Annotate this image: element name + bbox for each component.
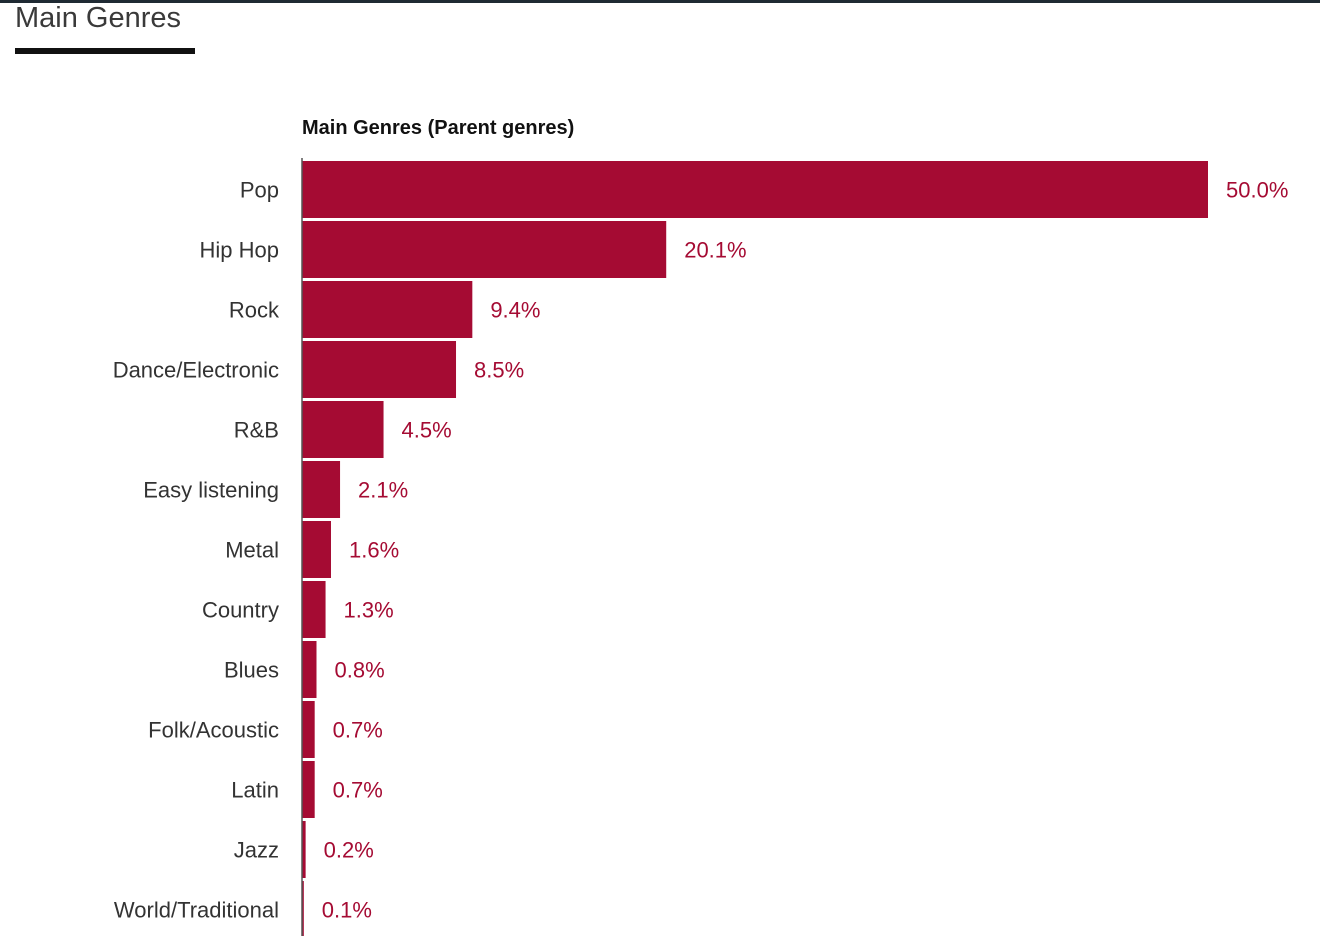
- category-label: Folk/Acoustic: [148, 718, 279, 743]
- category-label: Latin: [231, 778, 279, 803]
- value-label: 0.7%: [333, 778, 383, 803]
- bars-layer: [302, 161, 1208, 936]
- bar: [302, 701, 315, 758]
- category-label: World/Traditional: [114, 898, 279, 923]
- section-heading: Main Genres: [15, 2, 182, 34]
- heading-underline: [15, 48, 195, 54]
- value-label: 50.0%: [1226, 178, 1288, 203]
- value-label: 20.1%: [684, 238, 746, 263]
- bar: [302, 641, 317, 698]
- category-label: Country: [202, 598, 279, 623]
- value-label: 1.3%: [344, 598, 394, 623]
- category-label: Rock: [229, 298, 280, 323]
- value-label: 0.8%: [334, 658, 384, 683]
- value-label: 4.5%: [402, 418, 452, 443]
- bar: [302, 581, 326, 638]
- value-label: 1.6%: [349, 538, 399, 563]
- bar: [302, 161, 1208, 218]
- category-label: Pop: [240, 178, 279, 203]
- bar: [302, 881, 304, 936]
- category-label: Dance/Electronic: [113, 358, 279, 383]
- category-label: Metal: [225, 538, 279, 563]
- category-label: Blues: [224, 658, 279, 683]
- value-label: 2.1%: [358, 478, 408, 503]
- bar: [302, 521, 331, 578]
- bar: [302, 461, 341, 518]
- labels-layer: Pop 50.0% Hip Hop 20.1% Rock 9.4% Dance/Electr…: [113, 178, 1289, 923]
- bar: [302, 821, 306, 878]
- bar: [302, 401, 384, 458]
- chart-title: Main Genres (Parent genres): [302, 117, 575, 139]
- bar: [302, 221, 667, 278]
- category-label: R&B: [234, 418, 279, 443]
- value-label: 0.2%: [324, 838, 374, 863]
- bar: [302, 761, 315, 818]
- category-label: Jazz: [234, 838, 279, 863]
- bar: [302, 281, 473, 338]
- bar: [302, 341, 457, 398]
- category-label: Hip Hop: [200, 238, 279, 263]
- value-label: 8.5%: [474, 358, 524, 383]
- top-rule: [0, 0, 1320, 3]
- category-label: Easy listening: [143, 478, 279, 503]
- value-label: 9.4%: [490, 298, 540, 323]
- value-label: 0.1%: [322, 898, 372, 923]
- value-label: 0.7%: [333, 718, 383, 743]
